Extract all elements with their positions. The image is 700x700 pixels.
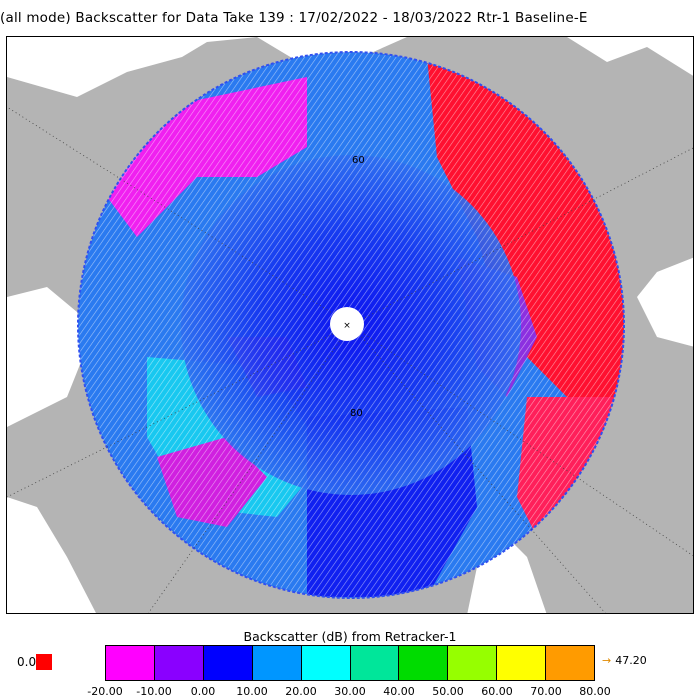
colorbar-tick-label: 40.00	[383, 685, 415, 698]
colorbar-bin	[106, 646, 155, 680]
land-eurasia-north	[567, 37, 693, 76]
colorbar-bin	[301, 646, 351, 680]
graticule	[7, 106, 693, 613]
lat-label-80: 80	[350, 408, 363, 419]
land-east-asia	[467, 537, 547, 613]
map-frame: × 80 60	[6, 36, 694, 614]
colorbar-tick-label: 80.00	[579, 685, 611, 698]
colorbar-bin	[546, 646, 595, 680]
colorbar-tick-label: 0.00	[190, 685, 216, 698]
land-siberia-south	[7, 497, 96, 613]
colorbar-bin	[252, 646, 302, 680]
colorbar-bin	[448, 646, 498, 680]
legend-title: Backscatter (dB) from Retracker-1	[243, 629, 457, 644]
disk-edge	[77, 51, 625, 599]
max-value-marker: → 47.20	[602, 654, 647, 667]
colorbar-tick-label: 60.00	[481, 685, 513, 698]
land-north-america	[7, 37, 257, 97]
nodata-label: 0.0	[17, 655, 37, 669]
colorbar-tick-label: 70.00	[530, 685, 562, 698]
pole-marker: ×	[343, 321, 351, 331]
colorbar-tick-label: 50.00	[432, 685, 464, 698]
colorbar-bin	[399, 646, 449, 680]
map-title: (all mode) Backscatter for Data Take 139…	[0, 10, 588, 26]
colorbar-tick-label: 30.00	[334, 685, 366, 698]
lat-label-60: 60	[352, 155, 365, 166]
polar-map: × 80 60	[7, 37, 693, 613]
colorbar-bin	[497, 646, 547, 680]
colorbar-tick-label: -20.00	[87, 685, 123, 698]
colorbar	[105, 645, 595, 681]
pole-hole	[330, 307, 364, 341]
colorbar-tick-label: -10.00	[136, 685, 172, 698]
colorbar-bin	[350, 646, 400, 680]
max-value: 47.20	[615, 654, 647, 667]
max-arrow-icon: →	[602, 654, 612, 667]
colorbar-tick-label: 20.00	[285, 685, 317, 698]
land-eastern-edge	[637, 257, 693, 347]
colorbar-bin	[203, 646, 253, 680]
colorbar-bin	[154, 646, 204, 680]
land-west-coast	[7, 287, 87, 427]
colorbar-tick-label: 10.00	[236, 685, 268, 698]
nodata-swatch	[36, 654, 52, 670]
